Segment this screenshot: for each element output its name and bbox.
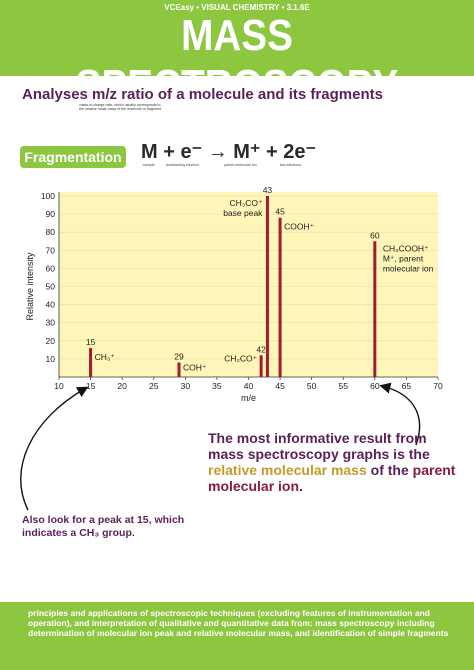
y-tick-label: 70 <box>46 245 56 255</box>
peak-annotation: base peak <box>223 208 263 218</box>
x-tick-label: 25 <box>149 381 159 391</box>
peak-mz-label: 42 <box>256 344 266 354</box>
y-tick-label: 50 <box>46 282 56 292</box>
peak-annotation: CH₂CO⁺ <box>224 353 257 363</box>
y-tick-label: 40 <box>46 300 56 310</box>
main-callout: The most informative result from mass sp… <box>208 430 458 494</box>
x-tick-label: 35 <box>212 381 222 391</box>
page-title: MASS SPECTROSCOPY <box>75 11 399 110</box>
y-tick-label: 20 <box>46 336 56 346</box>
ch3-callout: Also look for a peak at 15, which indica… <box>22 514 185 539</box>
footer-text: principles and applications of spectrosc… <box>28 608 449 638</box>
footer-banner: principles and applications of spectrosc… <box>0 602 474 670</box>
eq-label-parent-ion: parent molecular ion <box>224 163 257 167</box>
x-axis-label: m/e <box>241 393 256 403</box>
callout-highlight-rmm: relative molecular mass <box>208 462 367 478</box>
eq-label-electron: bombarding electron <box>166 163 199 167</box>
peak-annotation: CH₃⁺ <box>95 352 116 362</box>
callout-part3: . <box>299 478 303 494</box>
peak-mz-label: 43 <box>263 185 273 195</box>
x-tick-label: 65 <box>402 381 412 391</box>
y-tick-label: 90 <box>46 209 56 219</box>
peak-annotation: M⁺, parent <box>383 253 424 263</box>
peak-bar <box>373 241 377 377</box>
y-tick-label: 100 <box>41 191 55 201</box>
peak-bar <box>278 217 282 377</box>
peak-annotation: COOH⁺ <box>284 222 315 232</box>
arrow-to-ch3-peak <box>20 386 89 511</box>
equation-text: M + e⁻ → M⁺ + 2e⁻ <box>141 141 317 163</box>
peak-bar <box>89 348 93 377</box>
y-tick-label: 80 <box>46 227 56 237</box>
eq-label-sample: sample <box>143 163 155 167</box>
x-tick-label: 70 <box>433 381 443 391</box>
x-tick-label: 55 <box>339 381 349 391</box>
peak-mz-label: 45 <box>275 207 285 217</box>
peak-mz-label: 15 <box>86 337 96 347</box>
eq-label-two-electrons: two electrons <box>280 163 302 167</box>
fragmentation-label: Fragmentation <box>24 149 122 165</box>
plot-area <box>59 192 438 377</box>
y-tick-label: 10 <box>46 354 56 364</box>
peak-annotation: COH⁺ <box>183 363 207 373</box>
fragmentation-badge: Fragmentation <box>20 146 126 168</box>
header-tag: VCEasy • VISUAL CHEMISTRY • 3.1.6E <box>164 3 310 12</box>
peak-annotation: molecular ion <box>383 263 434 273</box>
peaks <box>89 196 377 377</box>
peak-bar <box>177 362 181 377</box>
x-tick-label: 45 <box>275 381 285 391</box>
x-tick-label: 10 <box>54 381 64 391</box>
peak-mz-label: 60 <box>370 230 380 240</box>
peak-annotation: CH₃COOH⁺ <box>383 243 429 253</box>
x-tick-label: 30 <box>181 381 191 391</box>
x-tick-label: 40 <box>244 381 254 391</box>
peak-mz-label: 29 <box>174 352 184 362</box>
mz-note: mass-to-charge ratio, which usually corr… <box>79 103 161 112</box>
mass-spectrum-chart: 10 20 30 40 50 60 70 80 90 100 10 15 20 25 30 35 40 45 50 5… <box>20 185 443 511</box>
x-tick-label: 20 <box>117 381 127 391</box>
y-tick-label: 60 <box>46 263 56 273</box>
y-axis-label: Relative intensity <box>25 252 35 321</box>
peak-bar <box>265 196 269 377</box>
callout-part2: of the <box>366 462 413 478</box>
fragmentation-equation: M + e⁻ → M⁺ + 2e⁻ sample bombarding elec… <box>141 139 317 167</box>
x-tick-label: 15 <box>86 381 96 391</box>
arrow-to-parent-ion <box>379 382 421 446</box>
x-tick-label: 60 <box>370 381 380 391</box>
subtitle: Analyses m/z ratio of a molecule and its… <box>22 86 383 103</box>
tick-labels: 10 20 30 40 50 60 70 80 90 100 10 15 20 25 30 35 40 45 50 5… <box>41 191 443 391</box>
peak-bar <box>259 355 263 377</box>
x-tick-label: 50 <box>307 381 317 391</box>
callout-highlight-parent: parent molecular ion <box>208 462 456 494</box>
header-banner: VCEasy • VISUAL CHEMISTRY • 3.1.6E MASS … <box>0 0 474 110</box>
y-tick-label: 30 <box>46 318 56 328</box>
peak-annotation: CH₃CO⁺ <box>229 198 262 208</box>
callout-part1: The most informative result from mass sp… <box>208 430 430 462</box>
